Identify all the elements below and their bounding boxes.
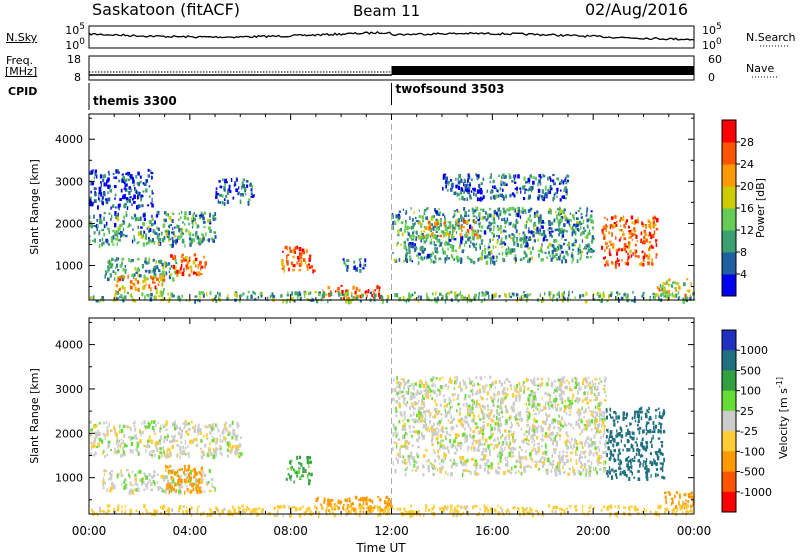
power-colorbar-label: 12 <box>740 224 754 237</box>
station-title: Saskatoon (fitACF) <box>92 0 241 19</box>
velocity-colorbar-label: -25 <box>740 425 758 438</box>
y-tick-label: 3000 <box>55 383 83 396</box>
noise-panel-frame <box>88 25 695 49</box>
noise-tick-left-top: 105 <box>65 22 85 37</box>
freq-label-1: Freq. <box>6 54 34 67</box>
velocity-colorbar-cell <box>722 370 736 392</box>
velocity-colorbar-cell <box>722 350 736 371</box>
velocity-colorbar-label: -100 <box>740 445 765 458</box>
velocity-colorbar-cell <box>722 451 736 472</box>
y-tick-label: 2000 <box>55 427 83 440</box>
freq-tick-right-top: 60 <box>708 53 722 66</box>
velocity-colorbar-label: -1000 <box>740 486 772 499</box>
power-colorbar-cell <box>722 186 736 209</box>
nsky-label: N.Sky <box>6 31 38 44</box>
power-colorbar-cell <box>722 230 736 253</box>
velocity-colorbar-label: 25 <box>740 405 754 418</box>
nave-label: Nave <box>746 62 775 75</box>
nave-band <box>391 66 694 75</box>
power-colorbar-cell <box>722 120 736 143</box>
noise-tick-left-bottom: 100 <box>65 37 85 52</box>
velocity-colorbar-cell <box>722 431 736 452</box>
noise-sky-line <box>88 30 695 41</box>
cpid-mode-label: themis 3300 <box>93 94 177 108</box>
velocity-colorbar-label: 1000 <box>740 344 768 357</box>
x-tick-label: 00:00 <box>677 524 712 538</box>
power-colorbar-title: Power [dB] <box>754 178 767 238</box>
velocity-colorbar-cell <box>722 410 736 432</box>
velocity-colorbar-cell <box>722 471 736 493</box>
velocity-colorbar-label: -500 <box>740 466 765 479</box>
y-tick-label: 1000 <box>55 472 83 485</box>
x-axis-label: Time UT <box>355 541 406 554</box>
velocity-colorbar-label: 100 <box>740 385 761 398</box>
x-tick-label: 08:00 <box>273 524 308 538</box>
y-tick-label: 3000 <box>55 175 83 188</box>
power-colorbar-cell <box>722 142 736 165</box>
x-tick-label: 12:00 <box>374 524 409 538</box>
x-tick-label: 16:00 <box>475 524 510 538</box>
power-colorbar-label: 28 <box>740 136 754 149</box>
beam-title: Beam 11 <box>353 2 421 20</box>
power-colorbar-label: 4 <box>740 268 747 281</box>
power-colorbar-cell <box>722 274 736 297</box>
x-tick-label: 00:00 <box>72 524 107 538</box>
power-colorbar-label: 8 <box>740 246 747 259</box>
cpid-mode-label: twofsound 3503 <box>396 82 505 96</box>
freq-tick-left-top: 18 <box>67 53 81 66</box>
power-colorbar-cell <box>722 208 736 231</box>
freq-label-2: [MHz] <box>5 65 38 78</box>
noise-tick-right-top: 105 <box>702 22 722 37</box>
y-tick-label: 2000 <box>55 217 83 230</box>
velocity-colorbar-cell <box>722 330 736 351</box>
power-colorbar-label: 16 <box>740 202 754 215</box>
freq-tick-left-bottom: 8 <box>74 71 81 84</box>
power-colorbar-cell <box>722 252 736 275</box>
y-tick-label: 4000 <box>55 339 83 352</box>
velocity-heatmap <box>89 375 695 518</box>
power-heatmap <box>89 168 696 305</box>
velocity-colorbar-cell <box>722 390 736 412</box>
velocity-colorbar-label: 500 <box>740 364 761 377</box>
y-axis-label: Slant Range [km] <box>28 159 41 255</box>
date-title: 02/Aug/2016 <box>585 0 689 19</box>
nsearch-label: N.Search <box>746 31 796 44</box>
velocity-colorbar-frame <box>721 329 737 513</box>
power-colorbar-label: 24 <box>740 158 754 171</box>
x-tick-label: 04:00 <box>173 524 208 538</box>
velocity-colorbar-title: Velocity [m s-1] <box>775 377 790 459</box>
freq-tick-right-bottom: 0 <box>708 71 715 84</box>
y-tick-label: 4000 <box>55 133 83 146</box>
y-axis-label: Slant Range [km] <box>28 368 41 464</box>
noise-tick-right-bottom: 100 <box>702 37 722 52</box>
power-colorbar-label: 20 <box>740 180 754 193</box>
power-colorbar-cell <box>722 164 736 187</box>
y-tick-label: 1000 <box>55 259 83 272</box>
velocity-colorbar-cell <box>722 491 736 513</box>
x-tick-label: 20:00 <box>576 524 611 538</box>
cpid-label: CPID <box>8 85 38 98</box>
